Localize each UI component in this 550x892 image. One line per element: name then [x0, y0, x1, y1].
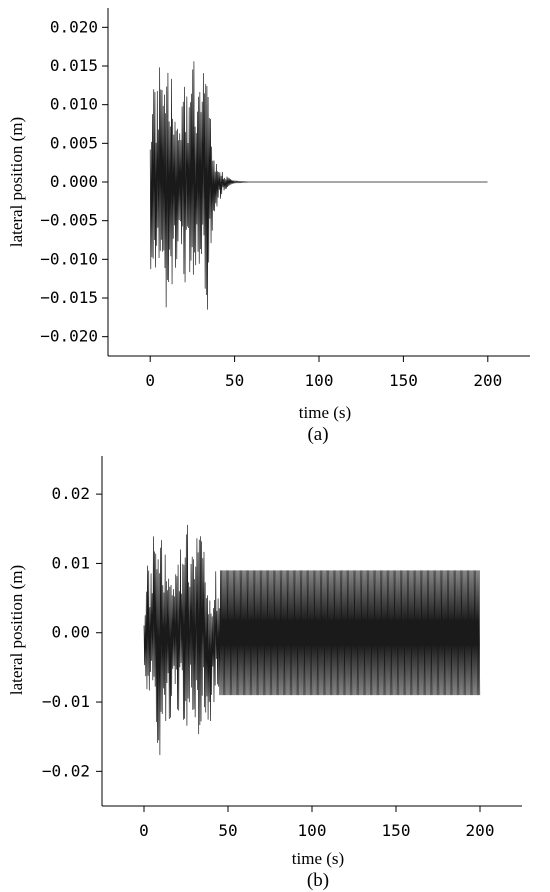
chart-a-caption: (a)	[307, 424, 328, 445]
chart-b-series-line	[143, 524, 481, 756]
chart-b-xtick-label: 100	[298, 821, 327, 840]
chart-b-xtick-label: 50	[218, 821, 237, 840]
chart-a-ytick-label: −0.015	[40, 288, 98, 307]
chart-a-ytick-label: 0.020	[50, 17, 98, 36]
chart-a-xlabel: time (s)	[299, 403, 351, 422]
chart-b-xtick-label: 150	[382, 821, 411, 840]
chart-a-y-ticks: 0.020 0.015 0.010 0.005 0.000 −0.005 −0.010 −0.…	[40, 17, 108, 346]
chart-a-series-line	[149, 61, 488, 310]
chart-a-xtick-label: 0	[145, 371, 155, 390]
chart-b-ytick-label: 0.02	[51, 484, 90, 503]
chart-a-xtick-label: 50	[225, 371, 244, 390]
chart-a-x-ticks: 0 50 100 150 200	[145, 356, 502, 390]
chart-a-ytick-label: 0.000	[50, 172, 98, 191]
chart-a-ylabel: lateral position (m)	[7, 117, 26, 247]
chart-b-ytick-label: 0.00	[51, 623, 90, 642]
chart-a-xtick-label: 100	[305, 371, 334, 390]
chart-b-caption: (b)	[307, 870, 329, 891]
chart-a-ytick-label: 0.005	[50, 133, 98, 152]
chart-a-xtick-label: 150	[389, 371, 418, 390]
chart-b-ytick-label: −0.02	[42, 761, 90, 780]
chart-b-xtick-label: 200	[466, 821, 495, 840]
chart-b-x-ticks: 0 50 100 150 200	[139, 806, 494, 840]
chart-a-ytick-label: 0.015	[50, 56, 98, 75]
chart-a-series	[149, 61, 488, 310]
chart-b-ylabel: lateral position (m)	[7, 565, 26, 695]
chart-b-ytick-label: −0.01	[42, 692, 90, 711]
chart-b-y-ticks: 0.02 0.01 0.00 −0.01 −0.02	[42, 484, 102, 780]
chart-a-xtick-label: 200	[473, 371, 502, 390]
chart-b-series	[143, 524, 481, 756]
chart-a-ytick-label: 0.010	[50, 95, 98, 114]
chart-b-xlabel: time (s)	[292, 849, 344, 868]
chart-b-ytick-label: 0.01	[51, 553, 90, 572]
chart-a-ytick-label: −0.010	[40, 249, 98, 268]
chart-a-ytick-label: −0.005	[40, 211, 98, 230]
chart-b-xtick-label: 0	[139, 821, 149, 840]
chart-a: 0.020 0.015 0.010 0.005 0.000 −0.005 −0.010 −0.…	[7, 8, 530, 445]
chart-a-ytick-label: −0.020	[40, 327, 98, 346]
chart-b: 0.02 0.01 0.00 −0.01 −0.02 0 50 100 150 200 late…	[7, 456, 522, 891]
